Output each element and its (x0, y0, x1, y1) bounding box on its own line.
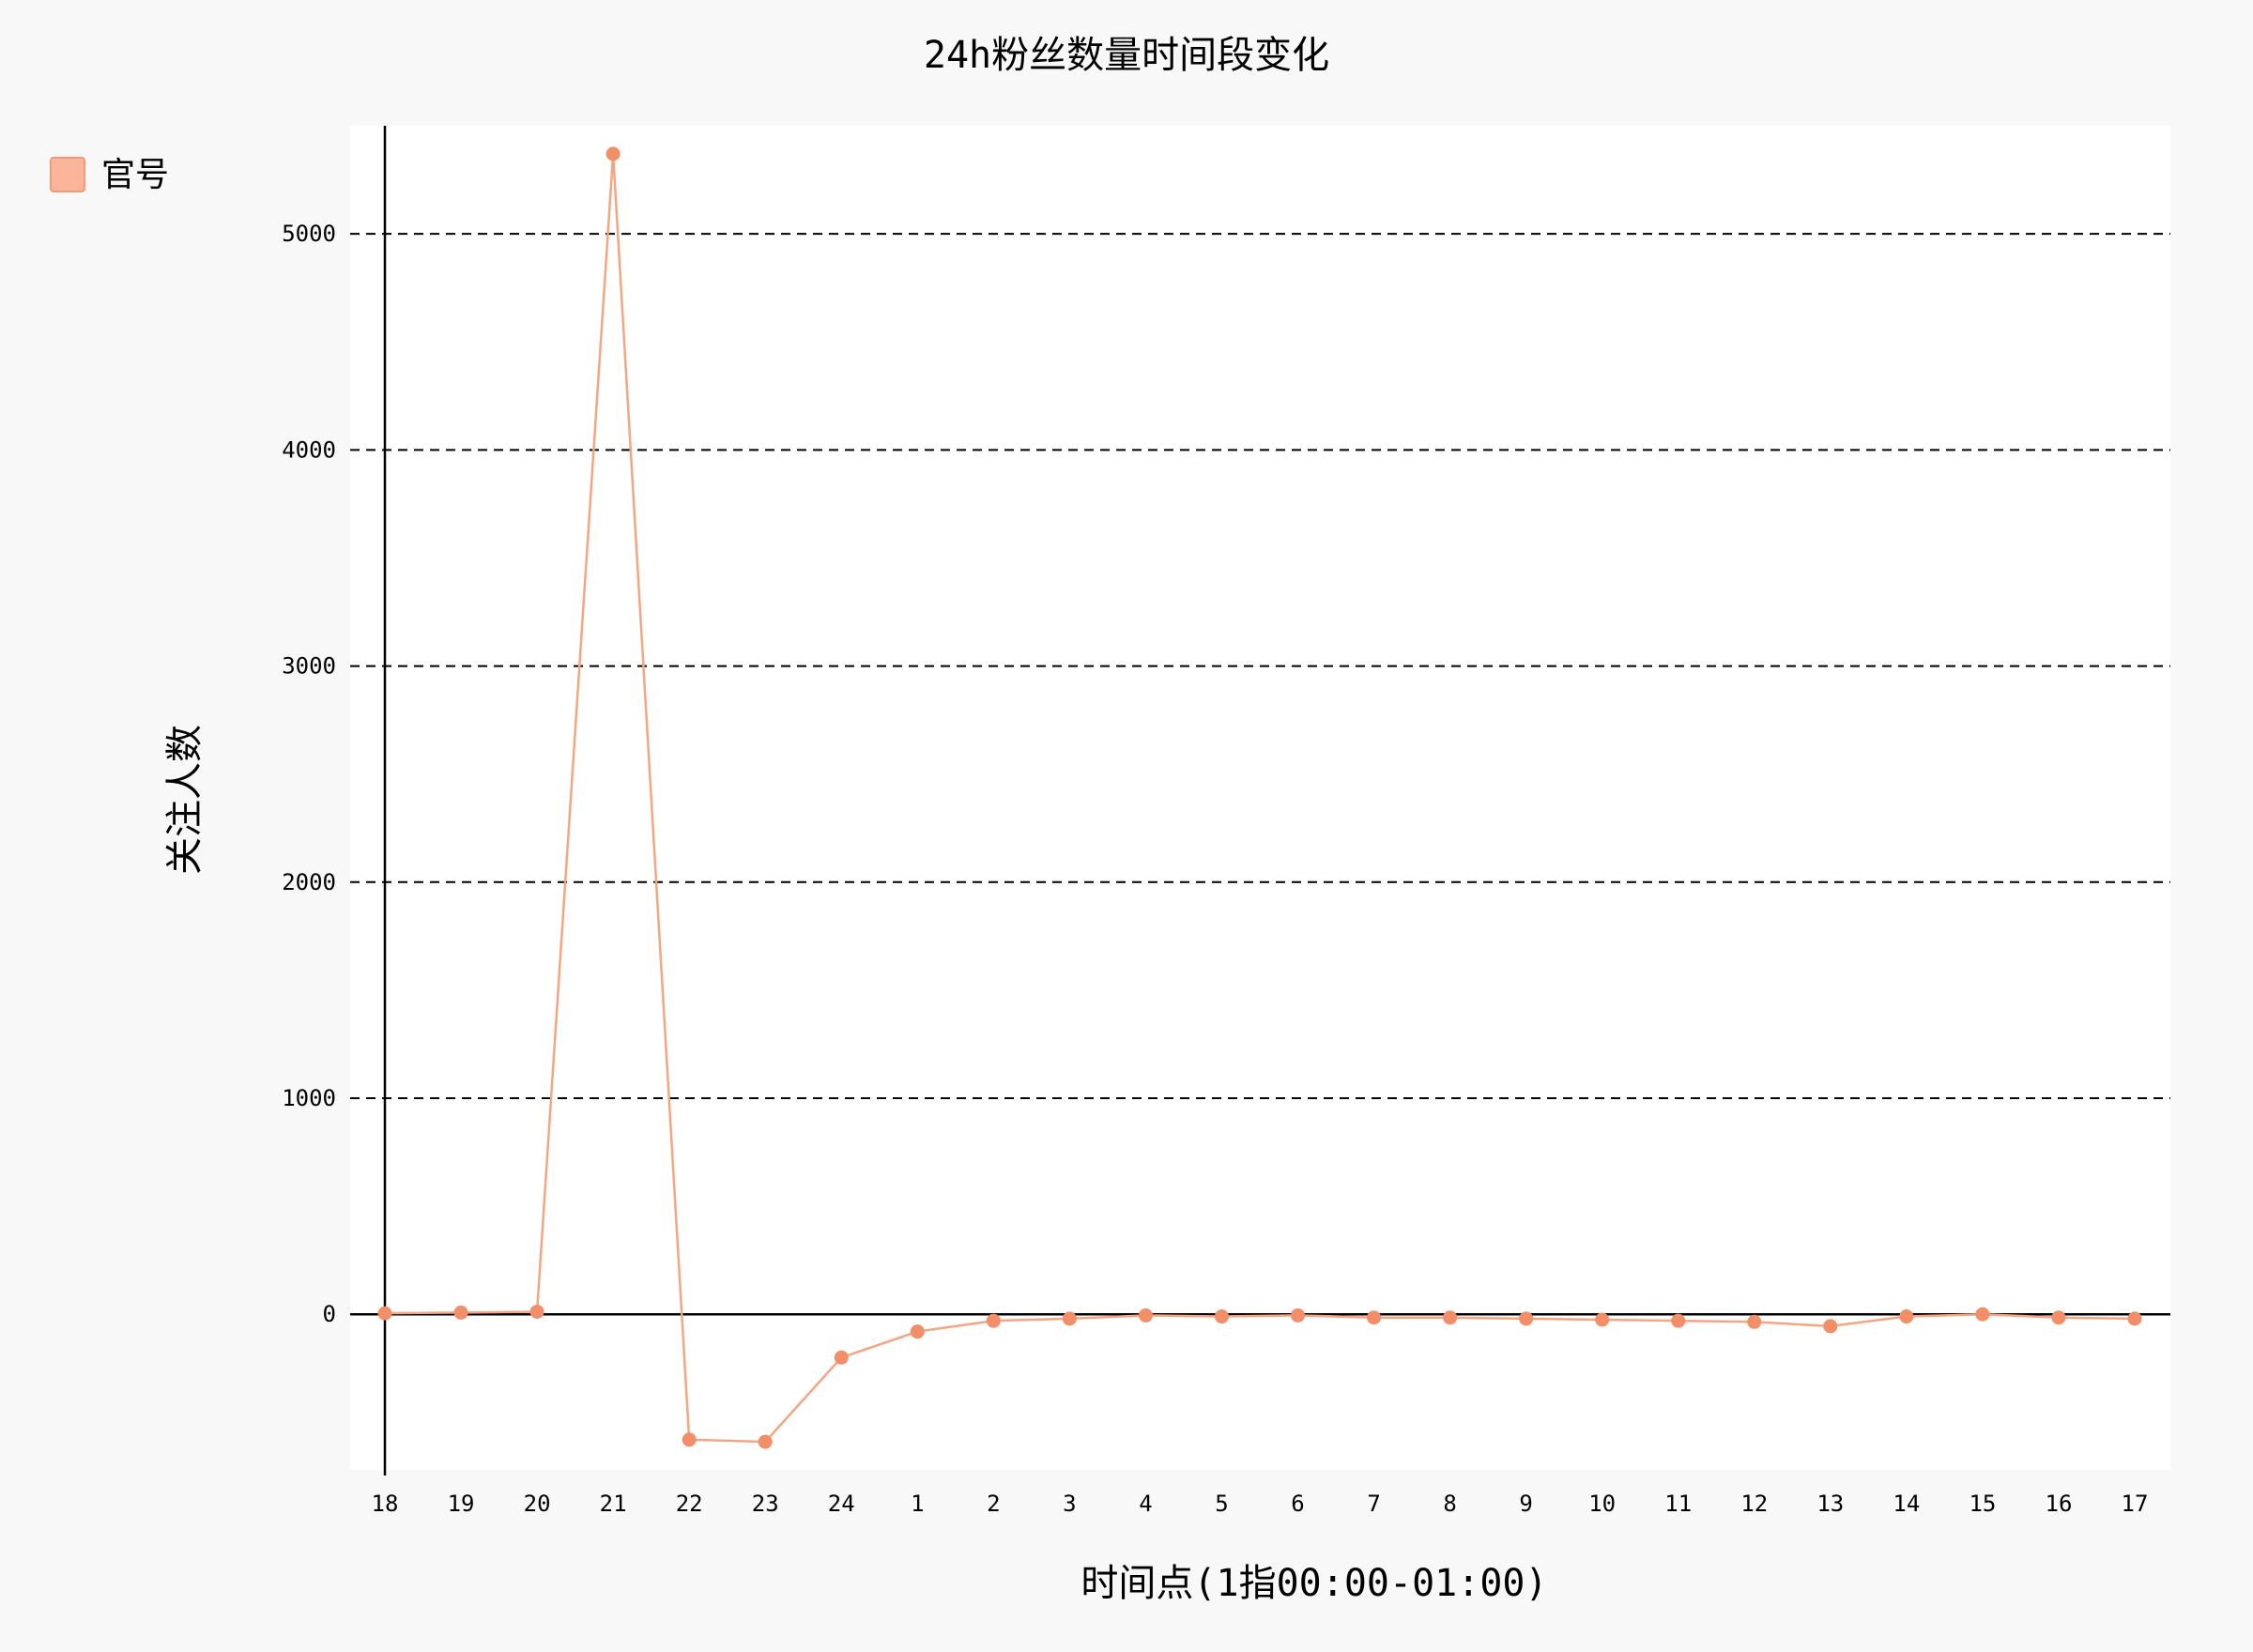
data-point[interactable] (2051, 1310, 2066, 1325)
legend[interactable]: 官号 (50, 156, 169, 194)
y-tick-label: 1000 (282, 1085, 336, 1111)
data-point[interactable] (377, 1306, 392, 1321)
data-point[interactable] (1899, 1309, 1914, 1324)
x-tick-label: 15 (1969, 1491, 1996, 1517)
x-tick-label: 22 (676, 1491, 703, 1517)
data-point[interactable] (1367, 1310, 1382, 1325)
x-tick-label: 2 (987, 1491, 1000, 1517)
y-tick-label: 4000 (282, 436, 336, 463)
x-tick-labels: 18 19 20 21 22 23 24 1 2 3 4 5 6 7 8 9 10 11 12 13 14 15 16 17 (372, 1491, 2149, 1517)
y-tick-label: 2000 (282, 869, 336, 895)
x-tick-label: 21 (600, 1491, 627, 1517)
x-tick-label: 6 (1291, 1491, 1304, 1517)
data-point[interactable] (1747, 1314, 1762, 1329)
x-tick-label: 4 (1139, 1491, 1152, 1517)
x-tick-label: 5 (1215, 1491, 1228, 1517)
x-tick-label: 23 (752, 1491, 779, 1517)
data-point[interactable] (1519, 1311, 1534, 1326)
data-point[interactable] (682, 1432, 697, 1447)
x-tick-label: 3 (1063, 1491, 1076, 1517)
axes (350, 126, 2170, 1476)
chart-title: 24h粉丝数量时间段变化 (924, 34, 1329, 77)
data-point[interactable] (1214, 1309, 1229, 1324)
data-point[interactable] (1823, 1319, 1838, 1334)
legend-swatch (50, 157, 85, 192)
x-tick-label: 18 (372, 1491, 399, 1517)
data-point[interactable] (529, 1304, 544, 1319)
data-point[interactable] (1291, 1308, 1306, 1323)
data-point[interactable] (605, 146, 621, 161)
x-tick-label: 11 (1664, 1491, 1692, 1517)
data-point[interactable] (758, 1434, 773, 1449)
x-tick-label: 13 (1816, 1491, 1844, 1517)
x-tick-label: 1 (911, 1491, 924, 1517)
data-point[interactable] (2127, 1311, 2142, 1326)
data-point[interactable] (1138, 1308, 1153, 1323)
y-tick-label: 3000 (282, 653, 336, 680)
data-point[interactable] (1062, 1311, 1077, 1326)
y-tick-labels: 0 1000 2000 3000 4000 5000 (282, 221, 336, 1327)
data-point[interactable] (1975, 1307, 1990, 1322)
data-point[interactable] (986, 1313, 1001, 1328)
y-tick-label: 5000 (282, 221, 336, 247)
data-point[interactable] (1443, 1310, 1458, 1325)
x-tick-label: 7 (1367, 1491, 1380, 1517)
x-tick-label: 16 (2046, 1491, 2073, 1517)
y-tick-label: 0 (323, 1301, 336, 1327)
x-tick-label: 24 (828, 1491, 855, 1517)
data-point[interactable] (910, 1324, 925, 1339)
series-line (384, 153, 2136, 1444)
x-axis-title: 时间点(1指00:00-01:00) (1081, 1562, 1547, 1605)
data-point[interactable] (453, 1305, 468, 1320)
x-tick-label: 12 (1740, 1491, 1768, 1517)
x-tick-label: 14 (1893, 1491, 1920, 1517)
x-tick-label: 8 (1443, 1491, 1456, 1517)
data-point[interactable] (1671, 1313, 1686, 1328)
legend-label: 官号 (101, 156, 169, 194)
x-tick-label: 9 (1519, 1491, 1532, 1517)
data-point[interactable] (834, 1350, 849, 1365)
series-layer (377, 146, 2142, 1449)
data-point[interactable] (1595, 1312, 1610, 1327)
x-tick-label: 17 (2122, 1491, 2149, 1517)
plot-area (350, 126, 2170, 1470)
x-tick-label: 19 (448, 1491, 475, 1517)
y-axis-title: 关注人数 (163, 725, 207, 875)
grid-lines (350, 233, 2170, 1100)
x-tick-label: 20 (524, 1491, 551, 1517)
x-tick-label: 10 (1588, 1491, 1616, 1517)
